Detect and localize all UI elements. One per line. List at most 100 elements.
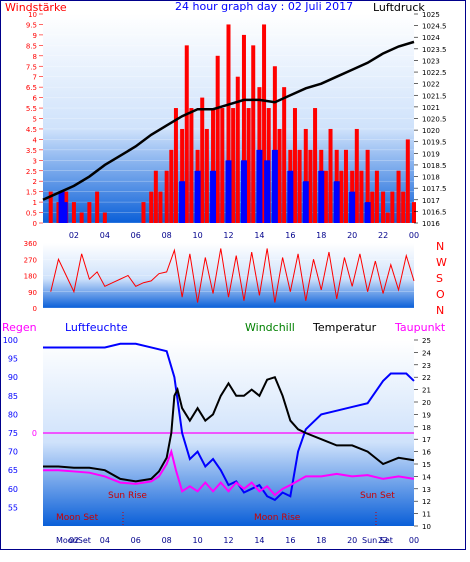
y-tick-label: 10	[28, 11, 37, 19]
wind-bar	[153, 170, 158, 223]
y-tick-label: 8	[33, 53, 37, 61]
y2-tick-label: 1021.5	[422, 92, 447, 100]
y2-tick-label: 1018	[422, 174, 440, 182]
gust-bar	[61, 202, 68, 223]
wind-bar	[381, 191, 386, 223]
wind-bar	[79, 212, 84, 223]
axes: 0 0.5 1 1.5 2 2.5 3 3.5 4 4.5 5 5.5 6 6.5 7 7.5 8 8.5 9 9.5…	[3, 11, 447, 545]
temp-tick-label: 13	[422, 486, 431, 494]
dir-tick-label: 270	[24, 256, 37, 264]
wind-bar	[231, 108, 236, 223]
temp-tick-label: 10	[422, 523, 431, 531]
temp-tick-label: 20	[422, 399, 431, 407]
temp-tick-label: 11	[422, 511, 431, 519]
dir-tick-label: 180	[24, 273, 37, 281]
wind-bar	[87, 202, 92, 223]
y-tick-label: 7.5	[26, 63, 37, 71]
wind-bar	[141, 202, 146, 223]
wind-bar	[149, 191, 154, 223]
y-tick-label: 9	[33, 32, 37, 40]
wind-bar	[365, 149, 370, 223]
temp-tick-label: 12	[422, 498, 431, 506]
chart-title: 24 hour graph day : 02 Juli 2017	[175, 0, 353, 13]
gust-bar	[349, 191, 356, 223]
gust-bar	[256, 149, 263, 223]
temp-tick-label: 24	[422, 349, 431, 357]
y2-tick-label: 1022	[422, 81, 440, 89]
y-tick-label: 6	[33, 95, 38, 103]
wind-bar	[262, 24, 267, 224]
gust-bar	[179, 181, 186, 223]
y2-tick-label: 1023.5	[422, 46, 447, 54]
x-tick-label: 16	[285, 231, 295, 240]
wind-bar	[246, 108, 251, 223]
x-tick-label: 18	[316, 231, 326, 240]
wind-bar	[102, 212, 107, 223]
y-tick-label: 1	[33, 199, 37, 207]
y-tick-label: 2	[33, 178, 37, 186]
pressure-line	[42, 40, 415, 201]
moon-set-label: Moon Set	[56, 513, 99, 523]
y2-tick-label: 1017.5	[422, 185, 447, 193]
y-tick-label: 5	[33, 116, 37, 124]
x-tick-label: 20	[347, 536, 357, 545]
wind-bar	[359, 170, 364, 223]
wind-bar	[390, 191, 395, 223]
panel1-marks	[42, 13, 416, 224]
x-tick-label: 12	[223, 536, 233, 545]
gust-bar	[58, 191, 65, 223]
compass-label: O	[436, 288, 445, 301]
y-tick-label: 0.5	[26, 210, 37, 218]
luftfeuchte-label: Luftfeuchte	[65, 321, 128, 334]
y2-tick-label: 1024.5	[422, 23, 447, 31]
wind-bar	[48, 191, 53, 223]
x-tick-label: 10	[192, 231, 202, 240]
y2-tick-label: 1018.5	[422, 162, 447, 170]
wind-bar	[385, 212, 390, 223]
compass-label: N	[436, 240, 444, 253]
wind-bar	[328, 128, 333, 223]
wind-bar	[220, 108, 225, 223]
wind-bar	[370, 191, 375, 223]
humidity-tick-label: 90	[8, 373, 18, 382]
x-tick-label: 12	[223, 231, 233, 240]
bottom-moonset-label: MoonSet	[56, 536, 91, 545]
wind-bar	[292, 108, 297, 223]
x-tick-label: 04	[100, 536, 110, 545]
sun-rise-label: Sun Rise	[108, 491, 147, 501]
compass-label: N	[436, 304, 444, 317]
windstaerke-label: Windstärke	[5, 1, 67, 14]
gust-bar	[210, 170, 217, 223]
wind-bar	[297, 149, 302, 223]
wind-bar	[339, 170, 344, 223]
wind-bar	[313, 108, 318, 223]
wind-bar	[396, 170, 401, 223]
wind-bar	[173, 108, 178, 223]
x-tick-label: 18	[316, 536, 326, 545]
y-tick-label: 1.5	[26, 189, 37, 197]
y2-tick-label: 1025	[422, 11, 440, 19]
x-tick-label: 06	[131, 231, 141, 240]
wind-bar	[323, 170, 328, 223]
y2-tick-label: 1023	[422, 57, 440, 65]
wind-bar	[204, 128, 209, 223]
gust-bar	[318, 170, 325, 223]
wind-bar	[308, 149, 313, 223]
humidity-tick-label: 85	[8, 392, 18, 401]
y-tick-label: 3.5	[26, 147, 37, 155]
x-tick-label: 20	[347, 231, 357, 240]
temp-tick-label: 21	[422, 387, 431, 395]
x-tick-label: 16	[285, 536, 295, 545]
wind-bar	[211, 108, 216, 223]
wind-bar	[71, 202, 76, 223]
regen-label: Regen	[2, 321, 37, 334]
wind-bar	[343, 149, 348, 223]
x-tick-label: 22	[378, 536, 388, 545]
y2-tick-label: 1016	[422, 220, 440, 228]
moon-rise-label: Moon Rise	[254, 513, 301, 523]
y-tick-label: 8.5	[26, 42, 37, 50]
x-tick-label: 08	[162, 536, 172, 545]
wind-bar	[235, 76, 240, 223]
wind-bar	[412, 202, 416, 223]
windchill-label: Windchill	[245, 321, 295, 334]
